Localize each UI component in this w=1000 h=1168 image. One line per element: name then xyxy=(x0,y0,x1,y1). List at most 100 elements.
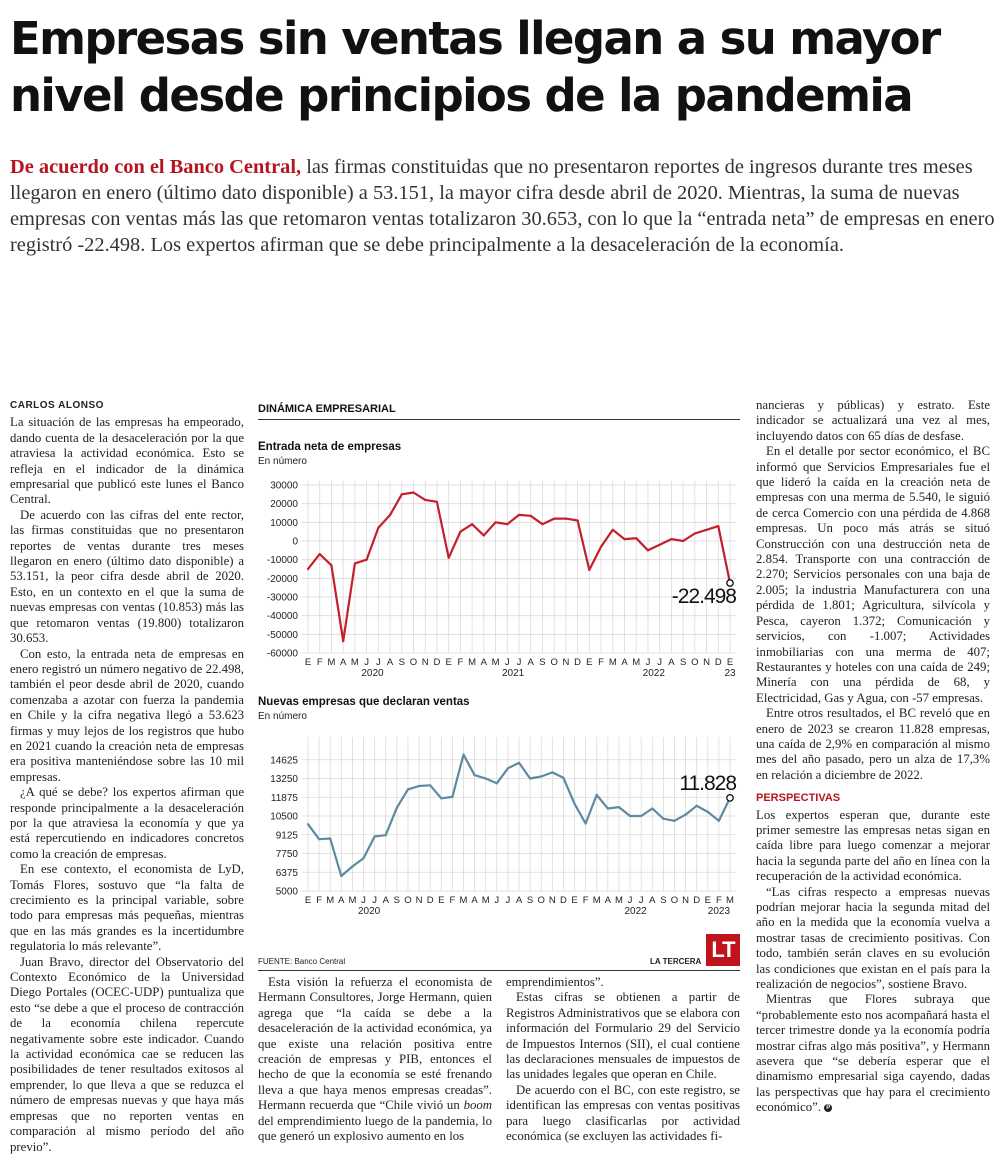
la-tercera-logo: LT xyxy=(706,934,740,966)
data-point xyxy=(400,493,403,496)
paragraph: nancieras y públicas) y estrato. Este in… xyxy=(756,398,990,443)
x-tick-label: E xyxy=(445,657,451,668)
data-point xyxy=(471,523,474,526)
column-1: CARLOS ALONSO La situación de las empres… xyxy=(10,398,244,1155)
data-point xyxy=(353,562,356,565)
data-point xyxy=(306,567,310,571)
data-point xyxy=(351,865,354,868)
x-tick-label: J xyxy=(361,895,366,906)
x-tick-label: F xyxy=(598,657,604,668)
data-point xyxy=(606,807,609,810)
x-tick-label: E xyxy=(705,895,711,906)
paragraph: En ese contexto, el economista de LyD, T… xyxy=(10,862,244,954)
x-tick-label: M xyxy=(327,657,335,668)
paragraph: “Las cifras respecto a empresas nuevas p… xyxy=(756,884,990,992)
x-tick-label: D xyxy=(560,895,567,906)
infographic-bottom-rule xyxy=(258,970,740,971)
x-tick-label: E xyxy=(586,657,592,668)
data-point xyxy=(388,513,392,516)
y-tick-label: -30000 xyxy=(267,593,299,604)
lead-text: las firmas constituidas que no presentar… xyxy=(10,156,995,256)
data-point xyxy=(705,528,708,531)
data-point xyxy=(329,837,332,840)
column-3: emprendimientos”. Estas cifras se obtien… xyxy=(506,975,740,1144)
data-point xyxy=(473,773,476,777)
x-tick-label: J xyxy=(639,895,644,906)
data-point xyxy=(646,549,650,552)
column-2: Esta visión la refuerza el economista de… xyxy=(258,975,492,1144)
data-point xyxy=(651,807,654,810)
y-tick-label: 11875 xyxy=(271,793,299,804)
data-point xyxy=(484,777,487,780)
data-point xyxy=(553,517,556,520)
x-tick-label: D xyxy=(574,657,581,668)
x-tick-label: S xyxy=(399,657,405,668)
x-tick-label: J xyxy=(657,657,662,668)
data-point xyxy=(506,523,509,526)
annotation-marker xyxy=(726,794,734,802)
y-tick-label: 9125 xyxy=(276,830,299,841)
x-tick-label: M xyxy=(326,895,334,906)
x-tick-label: A xyxy=(338,895,345,906)
data-point xyxy=(584,822,587,825)
infographic-title: DINÁMICA EMPRESARIAL xyxy=(258,403,396,415)
y-tick-label: 10000 xyxy=(270,518,298,529)
x-tick-label: D xyxy=(434,657,441,668)
chart-1-subtitle: En número xyxy=(258,456,307,467)
data-point xyxy=(517,761,521,764)
end-mark-icon: P xyxy=(824,1104,833,1113)
data-point xyxy=(440,797,443,800)
lead-paragraph: De acuerdo con el Banco Central, las fir… xyxy=(10,154,995,258)
y-tick-label: 5000 xyxy=(276,887,299,898)
x-tick-label: F xyxy=(583,895,589,906)
annotation-label: -22.498 xyxy=(672,585,737,608)
data-point xyxy=(599,545,603,548)
x-tick-label: D xyxy=(715,657,722,668)
data-point xyxy=(412,491,415,494)
x-tick-label: J xyxy=(628,895,633,906)
data-point xyxy=(362,857,365,860)
y-tick-label: -50000 xyxy=(267,630,299,641)
x-tick-label: D xyxy=(693,895,700,906)
data-point xyxy=(717,819,720,822)
paragraph: La situación de las empresas ha empeorad… xyxy=(10,415,244,507)
x-tick-label: E xyxy=(305,895,311,906)
italic-word: boom xyxy=(463,1098,492,1113)
data-point xyxy=(462,753,465,756)
x-tick-label: M xyxy=(492,657,500,668)
x-tick-label: A xyxy=(481,657,488,668)
year-label: 2023 xyxy=(708,906,731,917)
y-tick-label: -10000 xyxy=(267,555,299,566)
data-point xyxy=(373,835,376,838)
data-point xyxy=(494,521,497,524)
data-point xyxy=(595,793,598,796)
data-point xyxy=(330,564,333,567)
byline: CARLOS ALONSO xyxy=(10,400,104,411)
year-label: 2020 xyxy=(358,906,381,917)
x-tick-label: N xyxy=(422,657,429,668)
data-point xyxy=(635,537,638,540)
x-tick-label: M xyxy=(593,895,601,906)
chart-net-entry: 30000 20000 10000 0 -10000 -20000 -30000 -40000… xyxy=(267,481,737,680)
x-tick-label: D xyxy=(427,895,434,906)
data-point xyxy=(564,517,567,520)
x-tick-label: S xyxy=(660,895,666,906)
data-point xyxy=(506,767,509,770)
data-point xyxy=(682,539,685,543)
data-point xyxy=(377,526,380,530)
x-tick-label: J xyxy=(506,895,511,906)
data-point xyxy=(451,795,454,799)
year-label: 2021 xyxy=(502,668,525,679)
paragraph: Mientras que Flores subraya que “probabl… xyxy=(756,992,990,1115)
paragraph: Esta visión la refuerza el economista de… xyxy=(258,975,492,1144)
source-note: FUENTE: Banco Central xyxy=(258,957,346,966)
x-tick-label: M xyxy=(632,657,640,668)
data-point xyxy=(617,806,621,809)
x-tick-label: J xyxy=(517,657,522,668)
x-tick-label: F xyxy=(716,895,722,906)
data-point xyxy=(517,513,521,516)
x-tick-label: E xyxy=(571,895,577,906)
data-point xyxy=(482,534,485,537)
data-point xyxy=(447,556,450,559)
x-tick-label: S xyxy=(394,895,400,906)
